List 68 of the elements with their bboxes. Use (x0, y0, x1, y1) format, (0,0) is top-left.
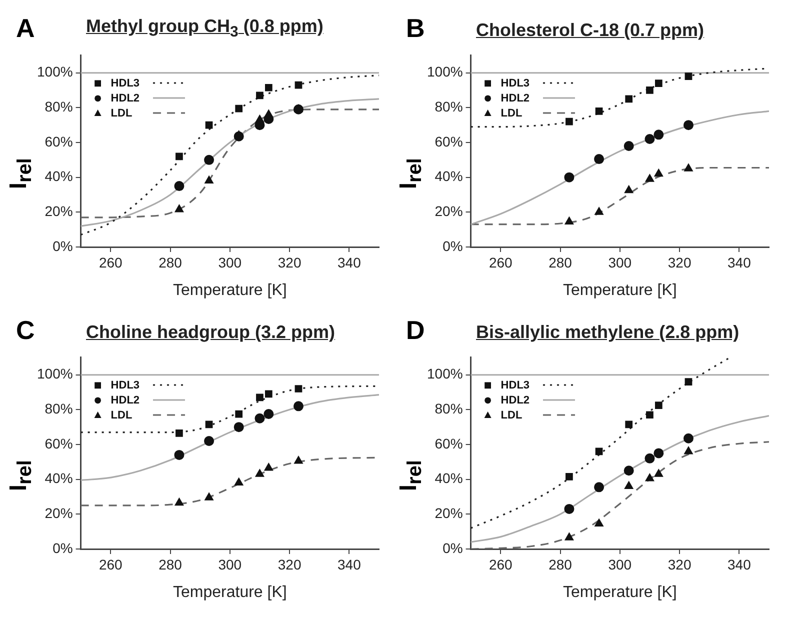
text: A (15, 13, 36, 44)
text: C (15, 315, 36, 346)
y-tick-label: 40% (434, 470, 463, 486)
x-tick-label: 280 (158, 254, 182, 270)
x-tick-label: 340 (338, 254, 362, 270)
x-tick-label: 300 (608, 254, 632, 270)
text: B (405, 13, 426, 44)
legend-label: HDL2 (110, 92, 140, 104)
y-tick-label: 60% (44, 435, 73, 452)
y-tick-label: 100% (426, 64, 463, 80)
y-tick-label: 100% (36, 366, 73, 382)
legend-label: HDL3 (110, 379, 140, 392)
x-axis-title: Temperature [K] (562, 282, 677, 299)
x-tick-label: 260 (98, 556, 123, 572)
x-tick-label: 260 (488, 254, 513, 270)
x-tick-label: 260 (488, 556, 513, 572)
legend-label: HDL2 (500, 92, 530, 104)
y-tick-label: 40% (434, 168, 463, 184)
chart-title: Methyl group CH$_{3}$ (0.8 ppm) (86, 16, 324, 43)
y-tick-label: 80% (434, 98, 463, 115)
x-tick-label: 280 (548, 556, 572, 572)
y-tick-label: 20% (44, 203, 73, 220)
y-tick-label: 0% (442, 238, 463, 254)
x-tick-label: 280 (158, 556, 182, 572)
y-tick-label: 100% (36, 64, 73, 80)
x-axis-title: Temperature [K] (562, 584, 677, 601)
x-tick-label: 320 (668, 556, 692, 572)
y-tick-label: 60% (434, 435, 463, 452)
x-tick-label: 340 (338, 556, 362, 572)
chart-title: Bis-allylic methylene (2.8 ppm) (476, 322, 740, 344)
legend-label: HDL3 (500, 77, 530, 90)
legend-label: LDL (110, 409, 132, 422)
y-tick-label: 20% (44, 505, 73, 522)
chart-title: Cholesterol C-18 (0.7 ppm) (476, 20, 704, 42)
x-tick-label: 340 (728, 254, 752, 270)
y-tick-label: 80% (434, 400, 463, 417)
y-tick-label: 40% (44, 470, 73, 486)
x-tick-label: 320 (278, 556, 302, 572)
y-tick-label: 0% (442, 540, 463, 556)
x-tick-label: 300 (218, 254, 242, 270)
y-tick-label: 60% (44, 133, 73, 150)
y-tick-label: 0% (52, 238, 73, 254)
legend-label: HDL2 (500, 394, 530, 406)
y-tick-label: 80% (44, 400, 73, 417)
x-tick-label: 280 (548, 254, 572, 270)
text: D (405, 315, 426, 346)
legend-label: HDL2 (110, 394, 140, 406)
x-tick-label: 300 (608, 556, 632, 572)
y-tick-label: 40% (44, 168, 73, 184)
y-tick-label: 60% (434, 133, 463, 150)
x-tick-label: 340 (728, 556, 752, 572)
chart-title: Choline headgroup (3.2 ppm) (86, 322, 336, 344)
y-tick-label: 80% (44, 98, 73, 115)
x-tick-label: 320 (668, 254, 692, 270)
x-axis-title: Temperature [K] (172, 282, 287, 299)
legend-label: HDL3 (110, 77, 140, 90)
y-tick-label: 100% (426, 366, 463, 382)
y-tick-label: 20% (434, 203, 463, 220)
x-axis-title: Temperature [K] (172, 584, 287, 601)
legend-label: HDL3 (500, 379, 530, 392)
x-tick-label: 300 (218, 556, 242, 572)
y-tick-label: 0% (52, 540, 73, 556)
legend-label: LDL (500, 107, 522, 120)
legend-label: LDL (110, 107, 132, 120)
x-tick-label: 320 (278, 254, 302, 270)
legend-label: LDL (500, 409, 522, 422)
x-tick-label: 260 (98, 254, 123, 270)
y-tick-label: 20% (434, 505, 463, 522)
